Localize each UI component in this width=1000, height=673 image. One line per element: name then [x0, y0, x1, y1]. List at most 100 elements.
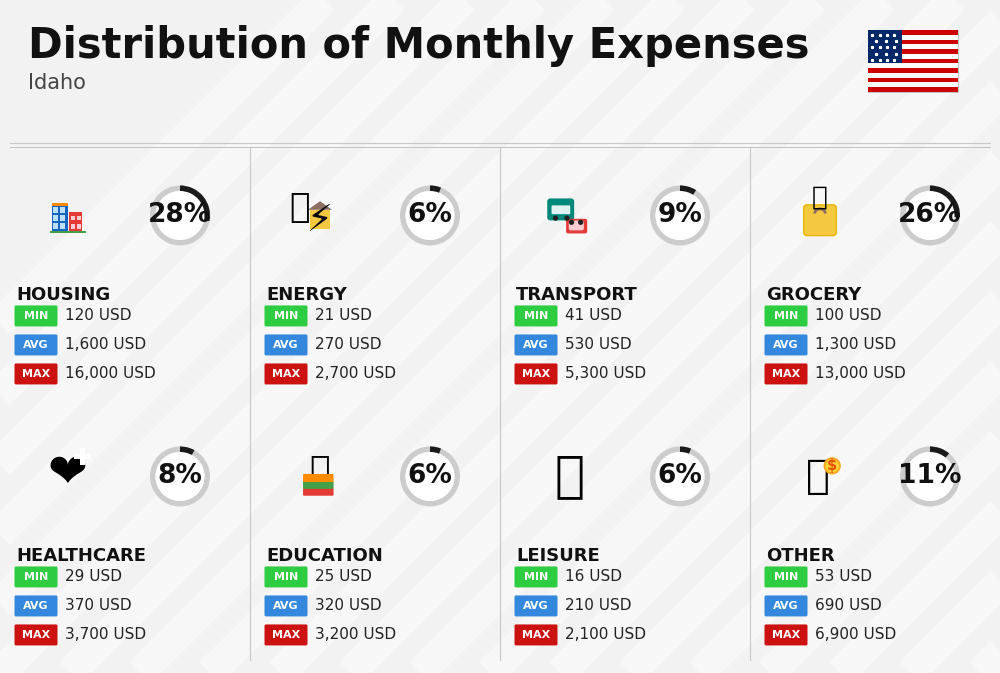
Text: MAX: MAX [522, 369, 550, 379]
FancyBboxPatch shape [558, 205, 564, 214]
Text: 690 USD: 690 USD [815, 598, 882, 614]
Text: MAX: MAX [22, 369, 50, 379]
FancyBboxPatch shape [71, 224, 75, 229]
FancyBboxPatch shape [765, 596, 808, 616]
Circle shape [656, 191, 704, 240]
FancyBboxPatch shape [264, 596, 308, 616]
FancyBboxPatch shape [14, 334, 58, 355]
Text: 320 USD: 320 USD [315, 598, 382, 614]
FancyBboxPatch shape [514, 596, 558, 616]
FancyBboxPatch shape [868, 40, 958, 44]
Text: MIN: MIN [774, 311, 798, 321]
FancyBboxPatch shape [69, 212, 82, 233]
FancyBboxPatch shape [868, 73, 958, 77]
FancyBboxPatch shape [868, 44, 958, 49]
Wedge shape [930, 186, 960, 217]
Text: MIN: MIN [774, 572, 798, 582]
Circle shape [553, 215, 558, 221]
Wedge shape [400, 186, 460, 246]
Text: AVG: AVG [273, 601, 299, 611]
Text: 530 USD: 530 USD [565, 337, 632, 353]
Wedge shape [650, 186, 710, 246]
FancyBboxPatch shape [77, 216, 81, 221]
FancyBboxPatch shape [14, 596, 58, 616]
Text: ❤️: ❤️ [48, 452, 88, 497]
Text: 25 USD: 25 USD [315, 569, 372, 584]
Circle shape [578, 219, 583, 225]
FancyBboxPatch shape [514, 334, 558, 355]
Text: MAX: MAX [22, 630, 50, 640]
Text: AVG: AVG [773, 601, 799, 611]
FancyBboxPatch shape [60, 207, 65, 213]
FancyBboxPatch shape [74, 454, 91, 460]
FancyBboxPatch shape [765, 567, 808, 588]
Wedge shape [680, 446, 691, 454]
Circle shape [569, 219, 574, 225]
Text: 13,000 USD: 13,000 USD [815, 366, 906, 382]
FancyBboxPatch shape [264, 567, 308, 588]
FancyBboxPatch shape [303, 474, 334, 482]
Text: HOUSING: HOUSING [16, 286, 110, 304]
FancyBboxPatch shape [868, 30, 958, 92]
FancyBboxPatch shape [868, 30, 958, 35]
Text: MIN: MIN [524, 572, 548, 582]
Wedge shape [430, 186, 441, 192]
Wedge shape [650, 446, 710, 507]
Text: AVG: AVG [23, 340, 49, 350]
Text: MAX: MAX [772, 369, 800, 379]
Circle shape [156, 191, 205, 240]
Text: 120 USD: 120 USD [65, 308, 132, 324]
FancyBboxPatch shape [804, 205, 836, 236]
Text: 3,200 USD: 3,200 USD [315, 627, 396, 643]
FancyBboxPatch shape [868, 87, 958, 92]
Text: 6%: 6% [408, 464, 452, 489]
FancyBboxPatch shape [765, 625, 808, 645]
Text: 21 USD: 21 USD [315, 308, 372, 324]
FancyBboxPatch shape [868, 54, 958, 59]
Text: HEALTHCARE: HEALTHCARE [16, 547, 146, 565]
Wedge shape [430, 446, 441, 454]
FancyBboxPatch shape [765, 334, 808, 355]
FancyBboxPatch shape [52, 204, 68, 233]
FancyBboxPatch shape [514, 306, 558, 326]
Text: 9%: 9% [658, 203, 702, 228]
Text: GROCERY: GROCERY [766, 286, 861, 304]
Text: 210 USD: 210 USD [565, 598, 632, 614]
Text: MAX: MAX [272, 630, 300, 640]
Text: AVG: AVG [23, 601, 49, 611]
FancyBboxPatch shape [868, 63, 958, 68]
Text: 270 USD: 270 USD [315, 337, 382, 353]
Text: ⚡: ⚡ [307, 201, 333, 238]
Wedge shape [900, 186, 960, 246]
Text: 370 USD: 370 USD [65, 598, 132, 614]
FancyBboxPatch shape [868, 35, 958, 40]
FancyBboxPatch shape [60, 215, 65, 221]
Wedge shape [400, 446, 460, 507]
FancyBboxPatch shape [264, 363, 308, 384]
Text: OTHER: OTHER [766, 547, 835, 565]
Text: 2,700 USD: 2,700 USD [315, 366, 396, 382]
FancyBboxPatch shape [303, 488, 334, 496]
Text: 👜: 👜 [806, 456, 830, 497]
Circle shape [564, 215, 570, 221]
Text: MIN: MIN [524, 311, 548, 321]
FancyBboxPatch shape [868, 59, 958, 63]
FancyBboxPatch shape [514, 567, 558, 588]
FancyBboxPatch shape [547, 199, 574, 220]
FancyBboxPatch shape [868, 30, 902, 63]
FancyBboxPatch shape [50, 231, 86, 234]
Text: 6%: 6% [408, 203, 452, 228]
Text: AVG: AVG [523, 340, 549, 350]
Text: 🛍️: 🛍️ [555, 452, 585, 501]
Wedge shape [180, 446, 194, 455]
Text: Distribution of Monthly Expenses: Distribution of Monthly Expenses [28, 25, 810, 67]
Text: 41 USD: 41 USD [565, 308, 622, 324]
Text: 8%: 8% [158, 464, 202, 489]
Text: AVG: AVG [523, 601, 549, 611]
Wedge shape [900, 446, 960, 507]
Text: 16,000 USD: 16,000 USD [65, 366, 156, 382]
Text: Idaho: Idaho [28, 73, 86, 93]
Text: 5,300 USD: 5,300 USD [565, 366, 646, 382]
Text: 🥦: 🥦 [812, 185, 828, 211]
FancyBboxPatch shape [77, 224, 81, 229]
